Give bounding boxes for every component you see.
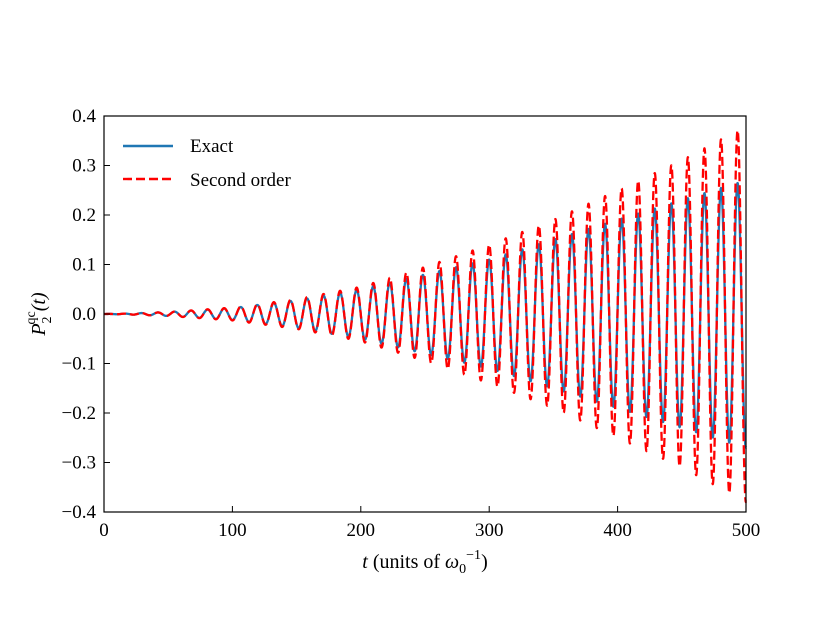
x-tick-label: 100 (218, 520, 247, 541)
x-axis-omega-sub: 0 (459, 562, 466, 577)
x-axis-omega: ω (445, 551, 459, 573)
y-tick-label: 0.4 (72, 106, 96, 127)
legend: Exact Second order (123, 136, 291, 191)
y-tick-label: 0.3 (72, 156, 96, 177)
y-tick-label: 0.1 (72, 255, 96, 276)
x-axis-text-after: ) (481, 551, 488, 573)
y-tick-label: 0.2 (72, 205, 96, 226)
x-tick-label: 0 (99, 520, 109, 541)
series-layer (103, 129, 747, 504)
series-line-second-order (103, 129, 747, 504)
plot-area: 0 100 200 300 400 500 0.4 0.3 0.2 0.1 0.0 −0.1 −0.2 −… (62, 106, 761, 541)
x-tick-label: 500 (732, 520, 761, 541)
y-tick-label: 0.0 (72, 304, 96, 325)
x-axis-text-before: (units of (368, 551, 445, 573)
x-axis-omega-sup: −1 (466, 548, 481, 563)
x-axis-var: t (362, 551, 368, 573)
y-tick-label: −0.4 (62, 502, 97, 523)
x-tick-label: 400 (603, 520, 632, 541)
x-axis-label: t (units of ω0−1) (362, 548, 487, 577)
legend-label-second-order: Second order (190, 170, 291, 191)
y-axis-sub: 2 (40, 316, 55, 323)
y-axis-label: P2qc(t) (24, 292, 55, 337)
y-tick-label: −0.3 (62, 453, 96, 474)
ticks-layer: 0 100 200 300 400 500 0.4 0.3 0.2 0.1 0.0 −0.1 −0.2 −… (62, 106, 761, 541)
y-axis-sup: qc (24, 311, 39, 324)
x-tick-label: 200 (347, 520, 376, 541)
y-axis-arg: (t) (28, 292, 50, 311)
y-axis-var: P (28, 323, 50, 336)
legend-label-exact: Exact (190, 136, 234, 157)
y-tick-label: −0.2 (62, 403, 96, 424)
y-tick-label: −0.1 (62, 354, 96, 375)
x-tick-label: 300 (475, 520, 504, 541)
